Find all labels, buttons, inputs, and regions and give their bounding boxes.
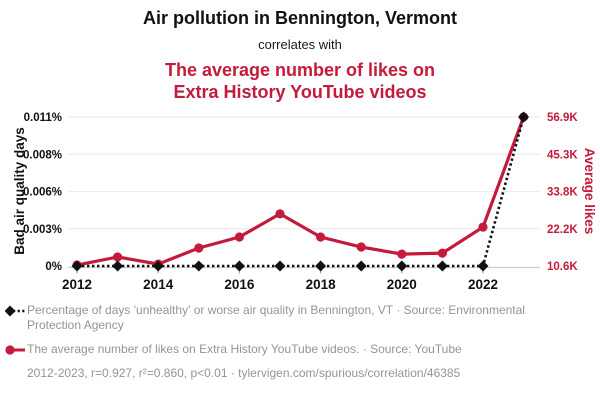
legend-item-label: Percentage of days 'unhealthy' or worse … bbox=[27, 303, 525, 332]
data-point-diamond bbox=[193, 260, 205, 272]
data-point-diamond bbox=[152, 260, 164, 272]
data-point-circle bbox=[194, 243, 204, 253]
data-point-circle bbox=[275, 209, 285, 219]
left-axis-tick-label: 0% bbox=[45, 261, 62, 273]
data-point-circle bbox=[234, 232, 244, 242]
data-point-diamond bbox=[477, 260, 489, 272]
x-tick-label: 2020 bbox=[387, 277, 417, 292]
x-tick-label: 2022 bbox=[468, 277, 498, 292]
stats-and-source-footer: 2012-2023, r=0.927, r²=0.860, p<0.01 · t… bbox=[27, 366, 461, 380]
right-axis-title: Average likes bbox=[582, 148, 597, 235]
data-point-circle bbox=[437, 248, 447, 258]
x-tick-label: 2014 bbox=[143, 277, 174, 292]
data-point-diamond bbox=[315, 260, 327, 272]
left-axis-title: Bad air quality days bbox=[12, 127, 27, 255]
chart-header: Air pollution in Bennington, Vermont cor… bbox=[0, 6, 600, 103]
data-point-diamond bbox=[436, 260, 448, 272]
secondary-title-line2: Extra History YouTube videos bbox=[173, 82, 427, 102]
left-axis-tick-label: 0.011% bbox=[24, 112, 62, 124]
x-tick-label: 2018 bbox=[306, 277, 337, 292]
series-line-diamond bbox=[77, 116, 525, 268]
right-axis-tick-label: 33.8K bbox=[547, 187, 578, 199]
data-point-circle bbox=[478, 222, 488, 232]
right-axis-tick-label: 10.6K bbox=[547, 261, 578, 273]
data-point-circle bbox=[397, 249, 407, 259]
right-axis-tick-label: 22.2K bbox=[547, 224, 578, 236]
data-point-diamond bbox=[274, 260, 286, 272]
legend-item-label: The average number of likes on Extra His… bbox=[27, 342, 462, 356]
legend: Percentage of days 'unhealthy' or worse … bbox=[5, 303, 585, 381]
series-line-circle bbox=[76, 116, 526, 267]
right-axis-tick-label: 45.3K bbox=[547, 149, 578, 161]
data-point-circle bbox=[316, 232, 326, 242]
left-axis-tick-label: 0.008% bbox=[23, 149, 62, 161]
black-diamond-dotted-line-icon bbox=[5, 305, 25, 317]
legend-item-youtube-likes: The average number of likes on Extra His… bbox=[5, 342, 585, 357]
right-axis-tick-label: 56.9K bbox=[547, 112, 578, 124]
correlates-with-label: correlates with bbox=[258, 37, 342, 52]
data-point-circle bbox=[113, 252, 123, 262]
left-axis-tick-label: 0.006% bbox=[23, 187, 62, 199]
legend-item-air-quality: Percentage of days 'unhealthy' or worse … bbox=[5, 303, 585, 333]
secondary-title-line1: The average number of likes on bbox=[164, 60, 436, 80]
left-axis-tick-label: 0.003% bbox=[23, 224, 62, 236]
data-point-diamond bbox=[518, 111, 530, 123]
page-title: Air pollution in Bennington, Vermont bbox=[143, 8, 457, 28]
x-tick-label: 2012 bbox=[62, 277, 92, 292]
data-point-diamond bbox=[233, 260, 245, 272]
correlation-line-chart: 2012 2014 2016 2018 2020 2022 0% 0.003% 0.006% 0.… bbox=[12, 111, 597, 292]
data-point-circle bbox=[356, 242, 366, 252]
data-point-diamond bbox=[71, 260, 83, 272]
data-point-diamond bbox=[112, 260, 124, 272]
secondary-title: The average number of likes on Extra His… bbox=[0, 59, 600, 103]
x-tick-label: 2016 bbox=[224, 277, 255, 292]
data-point-diamond bbox=[355, 260, 367, 272]
data-point-diamond bbox=[396, 260, 408, 272]
red-circle-solid-line-icon bbox=[5, 345, 25, 355]
